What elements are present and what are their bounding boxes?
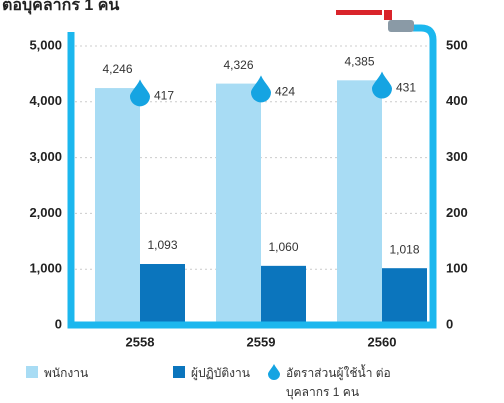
value-label: 4,246 [102, 62, 132, 76]
value-label: 1,018 [389, 242, 419, 256]
drop [372, 72, 392, 99]
value-label: 431 [396, 81, 416, 95]
value-label: 424 [275, 85, 295, 99]
drop [130, 79, 150, 106]
y2-tick-label: 100 [446, 261, 468, 276]
faucet-body [388, 20, 414, 32]
value-label: 4,385 [344, 54, 374, 68]
legend-swatch [173, 366, 185, 378]
page: ต่อบุคลากร 1 คน 0 1,000 2,000 3,000 4,000 5,0… [0, 0, 504, 403]
x-tick-label: 2559 [247, 334, 276, 349]
y2-tick-label: 500 [446, 37, 468, 52]
legend-swatch [268, 364, 280, 380]
y2-tick-label: 300 [446, 149, 468, 164]
legend-item: อัตราส่วนผู้ใช้น้ำ ต่อบุคลากร 1 คน [268, 364, 406, 402]
bar [216, 84, 261, 325]
y-tick-label: 5,000 [29, 37, 62, 52]
value-label: 1,060 [268, 240, 298, 254]
bar [337, 80, 382, 325]
drop [251, 75, 271, 102]
y-tick-label: 3,000 [29, 149, 62, 164]
legend-item: พนักงาน [26, 364, 88, 383]
legend-label: อัตราส่วนผู้ใช้น้ำ ต่อบุคลากร 1 คน [286, 364, 406, 402]
y-tick-label: 2,000 [29, 205, 62, 220]
y-tick-label: 1,000 [29, 261, 62, 276]
x-tick-label: 2558 [126, 334, 155, 349]
y2-tick-label: 0 [446, 316, 453, 331]
bar [95, 88, 140, 325]
y-tick-label: 0 [55, 316, 62, 331]
legend-swatch [26, 366, 38, 378]
y2-tick-label: 200 [446, 205, 468, 220]
faucet-handle [336, 10, 382, 15]
value-label: 4,326 [223, 58, 253, 72]
bar [140, 264, 185, 325]
faucet [336, 10, 414, 32]
x-tick-label: 2560 [368, 334, 397, 349]
y2-tick-label: 400 [446, 93, 468, 108]
plot: 0 1,000 2,000 3,000 4,000 5,000 0 100 200 300 400 5… [29, 37, 467, 349]
y-tick-label: 4,000 [29, 93, 62, 108]
chart-title: ต่อบุคลากร 1 คน [2, 0, 119, 15]
faucet-stem [384, 10, 392, 20]
legend-label: พนักงาน [44, 364, 88, 383]
chart: ต่อบุคลากร 1 คน 0 1,000 2,000 3,000 4,000 5,0… [0, 0, 504, 360]
legend-label: ผู้ปฏิบัติงาน [191, 364, 250, 383]
value-label: 417 [154, 88, 174, 102]
bar [382, 268, 427, 325]
legend: พนักงาน ผู้ปฏิบัติงาน อัตราส่วนผู้ใช้น้ำ ต… [0, 360, 504, 400]
value-label: 1,093 [147, 238, 177, 252]
legend-item: ผู้ปฏิบัติงาน [173, 364, 250, 383]
bar [261, 266, 306, 325]
